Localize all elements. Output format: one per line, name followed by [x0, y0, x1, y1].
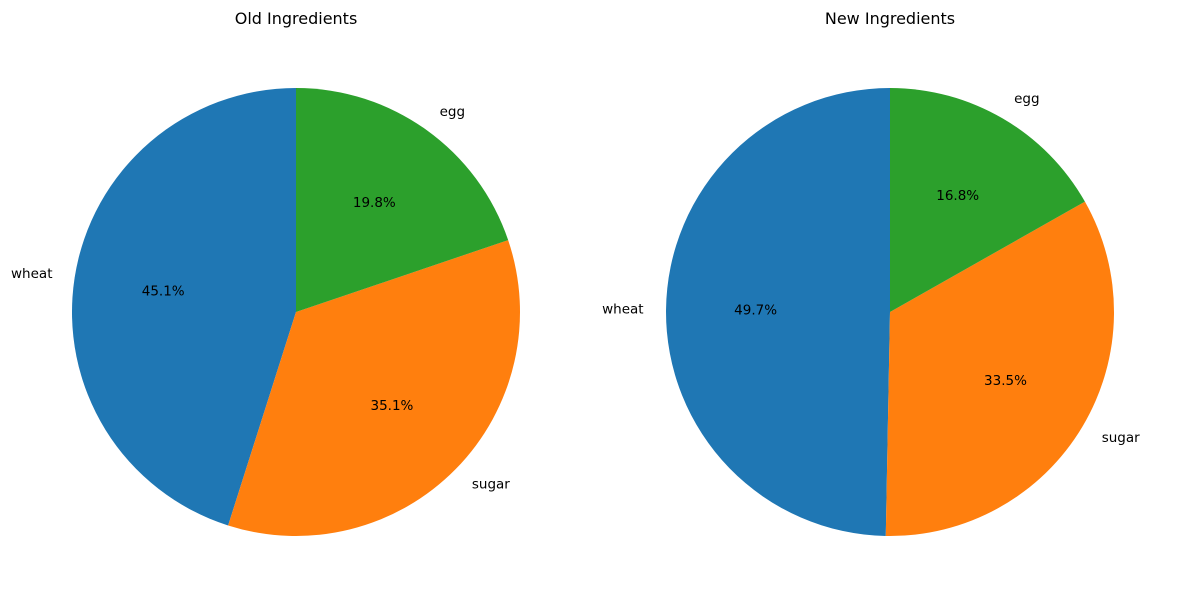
pct-label-old-sugar: 35.1% — [370, 398, 413, 414]
pie-slices-old: 45.1% wheat 35.1% sugar 19.8% egg — [11, 87, 521, 537]
slice-new-egg — [890, 88, 1085, 312]
category-label-new-wheat: wheat — [602, 302, 643, 318]
pct-label-old-egg: 19.8% — [353, 195, 396, 211]
slice-new-sugar — [885, 201, 1114, 536]
pct-label-new-sugar: 33.5% — [984, 373, 1027, 389]
pct-label-old-wheat: 45.1% — [142, 283, 185, 299]
chart-title-new: New Ingredients — [825, 9, 955, 28]
pie-chart-new: New Ingredients 49.7% wheat 33.5% sugar 16.8… — [602, 9, 1140, 536]
slice-new-wheat — [666, 88, 890, 536]
pct-label-new-wheat: 49.7% — [734, 303, 777, 319]
category-label-old-wheat: wheat — [11, 266, 52, 282]
category-label-old-sugar: sugar — [472, 477, 510, 493]
pct-label-new-egg: 16.8% — [936, 188, 979, 204]
slice-old-egg — [296, 88, 509, 312]
slice-old-sugar — [228, 240, 521, 537]
category-label-new-sugar: sugar — [1102, 430, 1140, 446]
chart-title-old: Old Ingredients — [235, 9, 358, 28]
category-label-old-egg: egg — [440, 104, 465, 120]
pie-chart-old: Old Ingredients 45.1% wheat 35.1% sugar 19.8… — [11, 9, 521, 537]
pie-slices-new: 49.7% wheat 33.5% sugar 16.8% egg — [602, 88, 1140, 536]
category-label-new-egg: egg — [1014, 91, 1039, 107]
slice-old-wheat — [71, 87, 296, 526]
